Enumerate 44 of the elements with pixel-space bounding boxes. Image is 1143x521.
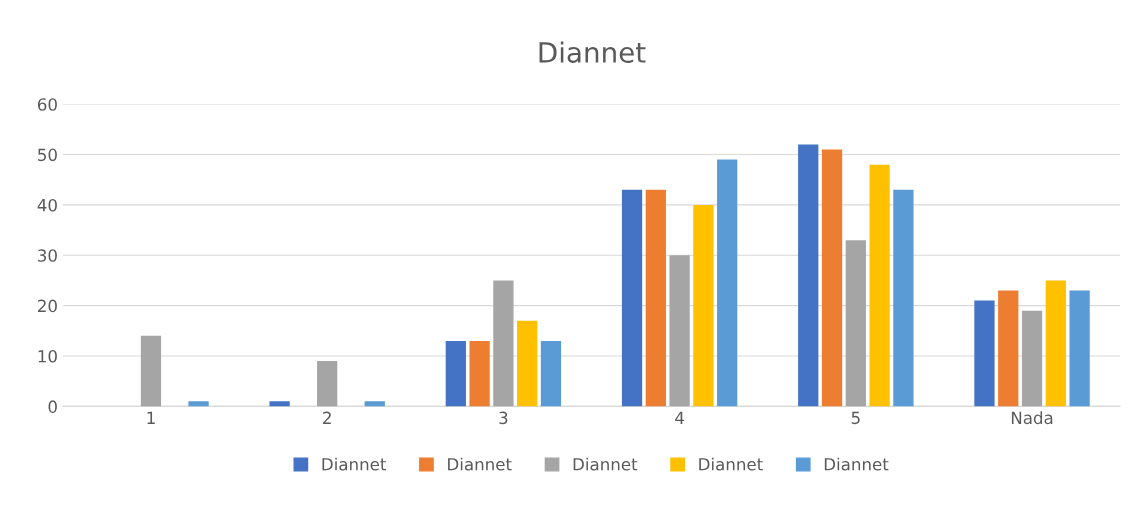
y-tick-label: 60 [37,98,57,111]
bar [445,340,466,407]
bar [869,164,890,407]
bar [269,401,290,407]
bar [1021,310,1043,407]
legend-label: Diannet [322,457,387,471]
y-tick-label: 0 [48,400,57,413]
bar [798,144,819,407]
y-tick-label: 50 [38,148,57,162]
bar [845,240,866,407]
bar [717,159,738,407]
chart-title: Diannet [539,41,646,63]
bar [517,320,538,407]
x-tick-label: 2 [323,411,331,424]
y-tick-label: 40 [37,198,57,212]
bar [140,335,162,407]
bar [821,149,843,407]
bar [998,290,1019,407]
legend-label: Diannet [824,457,889,471]
bar [669,255,690,407]
x-tick-label: 3 [499,411,508,425]
x-tick-label: 1 [147,411,155,424]
bar [621,189,643,407]
legend-label: Diannet [573,457,638,471]
x-tick-label: Nada [1011,411,1053,425]
legend-label: Diannet [699,457,763,471]
x-tick-label: 4 [675,411,684,424]
bar [540,340,562,407]
bar [469,340,490,407]
bar [317,361,338,407]
x-tick-label: 5 [851,411,860,425]
y-tick-label: 30 [38,249,57,262]
bar [493,280,514,407]
legend-label: Diannet [448,457,512,471]
bar [893,189,914,407]
bar [364,401,385,407]
bar [188,401,209,407]
y-tick-label: 10 [38,349,57,363]
bar [1045,280,1066,407]
y-tick-label: 20 [38,299,57,313]
bar [1069,290,1090,407]
bar [693,204,714,407]
bar [645,189,666,407]
bar [974,300,995,407]
